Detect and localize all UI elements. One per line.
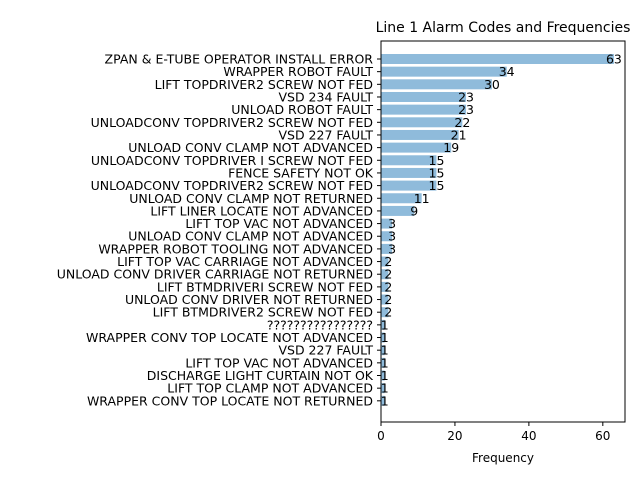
category-label: DISCHARGE LIGHT CURTAIN NOT OK [147, 368, 374, 383]
x-tick-label: 20 [447, 429, 462, 443]
category-label: UNLOAD CONV CLAMP NOT RETURNED [129, 191, 373, 206]
bar [381, 218, 393, 229]
bar-value-label: 15 [429, 178, 445, 193]
x-axis: 0 20 40 60 [377, 422, 610, 443]
category-label: ???????????????? [267, 317, 373, 332]
bar [381, 91, 467, 102]
bar [381, 54, 614, 64]
chart-title: Line 1 Alarm Codes and Frequencies [376, 20, 631, 36]
bar [381, 205, 415, 216]
bar [381, 117, 463, 128]
category-label: VSD 234 FAULT [278, 89, 373, 104]
bar-value-label: 23 [458, 89, 474, 104]
bar [381, 129, 459, 140]
bar [381, 155, 437, 166]
category-label: FENCE SAFETY NOT OK [228, 165, 374, 180]
bar-value-label: 30 [484, 77, 500, 92]
category-label: LIFT LINER LOCATE NOT ADVANCED [150, 203, 373, 218]
category-label: VSD 227 FAULT [278, 127, 373, 142]
category-label: LIFT BTMDRIVER2 SCREW NOT FED [153, 305, 373, 320]
bar [381, 345, 385, 356]
plot-frame [380, 40, 626, 423]
bar-value-label: 2 [384, 254, 392, 269]
bar [381, 256, 389, 267]
category-label: UNLOADCONV TOPDRIVER2 SCREW NOT FED [91, 178, 373, 193]
bar [381, 231, 393, 242]
category-label: UNLOADCONV TOPDRIVER2 SCREW NOT FED [91, 115, 373, 130]
bar [381, 294, 389, 305]
bar [381, 332, 385, 343]
bar-value-label: 1 [381, 355, 389, 370]
bar-value-label: 11 [414, 191, 430, 206]
bar [381, 307, 389, 318]
category-label: WRAPPER ROBOT FAULT [223, 64, 373, 79]
category-label: LIFT TOPDRIVER2 SCREW NOT FED [155, 77, 373, 92]
bar-value-label: 19 [443, 140, 459, 155]
category-label: ZPAN & E-TUBE OPERATOR INSTALL ERROR [105, 52, 374, 67]
x-axis-label: Frequency [472, 451, 534, 465]
bar [381, 281, 389, 292]
bar-value-label: 2 [384, 267, 392, 282]
category-label: LIFT TOP VAC NOT ADVANCED [185, 216, 373, 231]
bar-value-label: 34 [499, 64, 515, 79]
bar-value-label: 15 [429, 153, 445, 168]
bar-value-label: 1 [381, 317, 389, 332]
bar [381, 104, 467, 115]
category-label: WRAPPER CONV TOP LOCATE NOT RETURNED [87, 393, 373, 408]
category-label: UNLOADCONV TOPDRIVER I SCREW NOT FED [91, 153, 373, 168]
bar-value-label: 1 [381, 343, 389, 358]
bar-value-label: 3 [388, 241, 396, 256]
bar [381, 383, 385, 394]
category-label: UNLOAD CONV CLAMP NOT ADVANCED [128, 229, 373, 244]
bar-value-label: 3 [388, 216, 396, 231]
bar [381, 79, 492, 90]
bar-value-label: 1 [381, 330, 389, 345]
bar-value-label: 1 [381, 368, 389, 383]
category-label: UNLOAD CONV DRIVER NOT RETURNED [125, 292, 373, 307]
category-label: LIFT TOP VAC NOT ADVANCED [185, 355, 373, 370]
category-label: UNLOAD CONV CLAMP NOT ADVANCED [128, 140, 373, 155]
category-label: WRAPPER ROBOT TOOLING NOT ADVANCED [98, 241, 373, 256]
category-label: LIFT TOP VAC CARRIAGE NOT ADVANCED [117, 254, 373, 269]
bar-value-label: 21 [451, 127, 467, 142]
bar [381, 370, 385, 381]
category-labels: ZPAN & E-TUBE OPERATOR INSTALL ERRORWRAP… [57, 52, 381, 408]
bar-value-label: 3 [388, 229, 396, 244]
bar [381, 66, 507, 77]
bar [381, 167, 437, 178]
bar-value-label: 1 [381, 393, 389, 408]
x-tick-label: 60 [595, 429, 610, 443]
bar [381, 269, 389, 280]
bar-value-label: 2 [384, 292, 392, 307]
bar [381, 319, 385, 330]
bar [381, 243, 393, 254]
bar-value-label: 2 [384, 305, 392, 320]
bar-value-label: 63 [606, 52, 622, 67]
bar-value-label: 1 [381, 381, 389, 396]
bar [381, 142, 452, 153]
bar-value-label: 15 [429, 165, 445, 180]
x-tick-label: 40 [521, 429, 536, 443]
category-label: LIFT BTMDRIVERI SCREW NOT FED [157, 279, 373, 294]
bar [381, 180, 437, 191]
category-label: LIFT TOP CLAMP NOT ADVANCED [167, 381, 373, 396]
category-label: UNLOAD CONV DRIVER CARRIAGE NOT RETURNED [57, 267, 373, 282]
bar [381, 357, 385, 368]
category-label: UNLOAD ROBOT FAULT [231, 102, 373, 117]
bar-value-label: 9 [410, 203, 418, 218]
bar-value-label: 22 [454, 115, 470, 130]
category-label: VSD 227 FAULT [278, 343, 373, 358]
bars-layer [381, 54, 614, 406]
bar-value-label: 23 [458, 102, 474, 117]
bar-value-label: 2 [384, 279, 392, 294]
bar [381, 193, 422, 204]
bar [381, 395, 385, 406]
category-label: WRAPPER CONV TOP LOCATE NOT ADVANCED [86, 330, 373, 345]
x-tick-label: 0 [377, 429, 385, 443]
